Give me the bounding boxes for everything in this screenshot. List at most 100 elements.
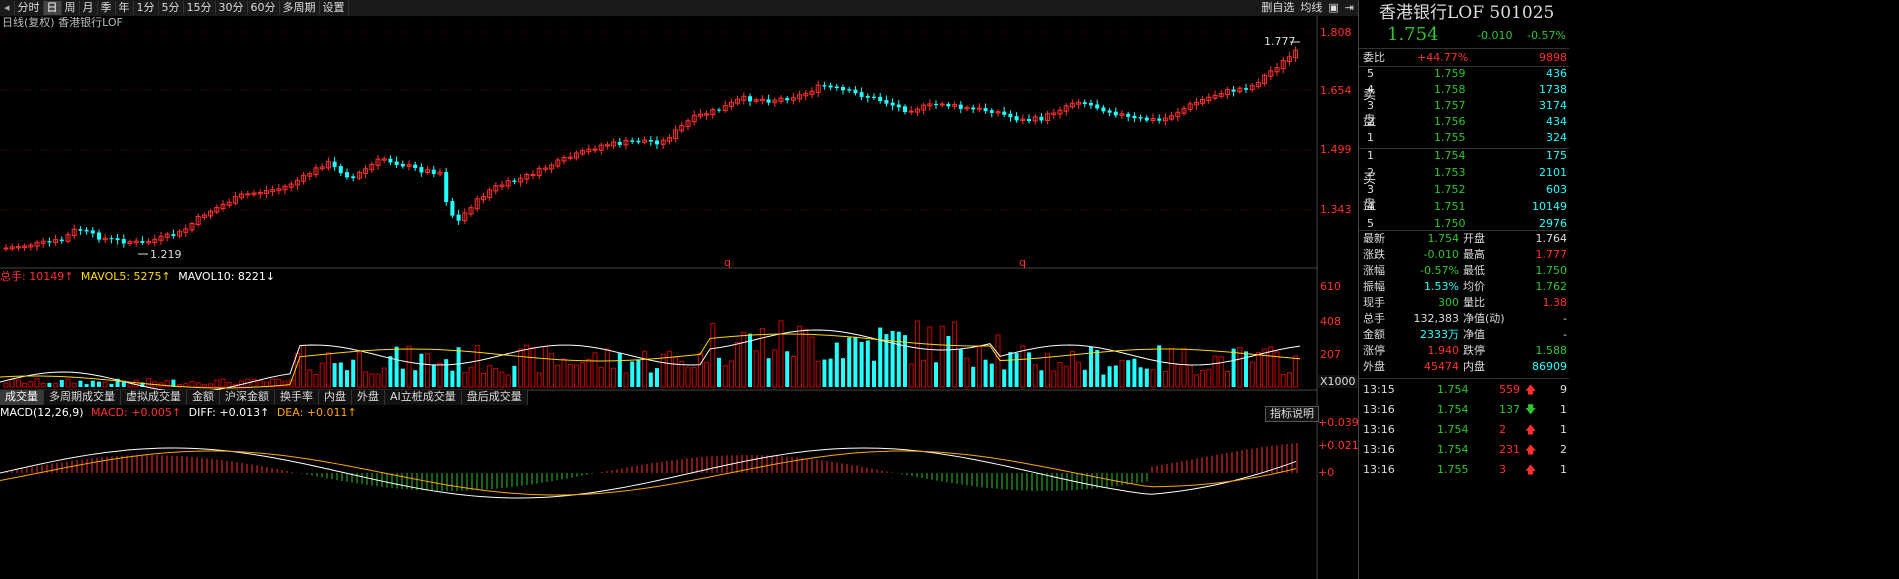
stat-row[interactable]: 现手 300 量比 1.38 xyxy=(1359,295,1569,311)
indicator-tab-9[interactable]: 盘后成交量 xyxy=(461,390,528,405)
volume: 10149 xyxy=(1532,200,1567,213)
buy-row[interactable]: 4 1.751 10149 xyxy=(1359,199,1569,215)
period-2[interactable]: 周 xyxy=(62,1,80,15)
indicator-tab-3[interactable]: 金额 xyxy=(187,390,220,405)
sell-row[interactable]: 2 1.756 434 xyxy=(1359,114,1569,130)
price: 1.751 xyxy=(1434,200,1466,213)
tick-row[interactable]: 13:15 1.754 559 9 🡅 xyxy=(1359,382,1569,398)
stat-row[interactable]: 涨幅 -0.57% 最低 1.750 xyxy=(1359,263,1569,279)
stat-label: 现手 xyxy=(1363,296,1385,309)
stat-label: 最高 xyxy=(1463,248,1485,261)
indicator-tab-6[interactable]: 内盘 xyxy=(319,390,352,405)
period-11[interactable]: 多周期 xyxy=(280,1,320,15)
sell-row[interactable]: 5 1.759 436 xyxy=(1359,66,1569,82)
price-tick-1: 1.808 xyxy=(1320,26,1352,39)
pin-icon[interactable]: ⇥ xyxy=(1344,1,1354,14)
tick-row[interactable]: 13:16 1.754 231 2 🡅 xyxy=(1359,442,1569,458)
period-5[interactable]: 年 xyxy=(116,1,134,15)
period-3[interactable]: 月 xyxy=(80,1,98,15)
stat-label: 金额 xyxy=(1363,328,1385,341)
period-toolbar: ◂ 分时日周月季年 1分 5分 15分 30分 60分 多周期 设置 删自选 均线 ▣ ⇥ xyxy=(0,0,1358,16)
sell-row[interactable]: 4 1.758 1738 xyxy=(1359,82,1569,98)
tick-row[interactable]: 13:16 1.754 137 1 🡇 xyxy=(1359,402,1569,418)
window-icon[interactable]: ▣ xyxy=(1328,1,1339,14)
security-title: 香港银行LOF 501025 xyxy=(1379,3,1555,23)
period-1[interactable]: 日 xyxy=(43,1,62,15)
period-7[interactable]: 5分 xyxy=(159,1,184,15)
stat-value: -0.57% xyxy=(1420,264,1459,277)
stat-label: 最低 xyxy=(1463,264,1485,277)
stat-value: 45474 xyxy=(1424,360,1459,373)
volume-bars xyxy=(3,320,1299,388)
kline-chart[interactable] xyxy=(0,0,1358,579)
indicator-help-button[interactable]: 指标说明 xyxy=(1265,406,1319,422)
tick-row[interactable]: 13:16 1.755 3 1 🡅 xyxy=(1359,462,1569,478)
period-12[interactable]: 设置 xyxy=(320,1,349,15)
period-0[interactable]: 分时 xyxy=(15,1,44,15)
divider xyxy=(1359,66,1569,67)
stat-row[interactable]: 涨跌 -0.010 最高 1.777 xyxy=(1359,247,1569,263)
stat-row[interactable]: 涨停 1.940 跌停 1.588 xyxy=(1359,343,1569,359)
price: 1.752 xyxy=(1434,183,1466,196)
buy-row[interactable]: 3 1.752 603 xyxy=(1359,182,1569,198)
price: 1.759 xyxy=(1434,67,1466,80)
arrow-down-icon: 🡇 xyxy=(1525,403,1537,416)
last-price: 1.754 xyxy=(1387,24,1439,45)
tick-row[interactable]: 13:16 1.754 2 1 🡅 xyxy=(1359,422,1569,438)
remove-watchlist-button[interactable]: 删自选 xyxy=(1261,1,1295,14)
buy-row[interactable]: 1 1.754 175 xyxy=(1359,148,1569,164)
indicator-tab-5[interactable]: 换手率 xyxy=(275,390,319,405)
weibi-value: 9898 xyxy=(1539,51,1567,64)
price: 1.750 xyxy=(1434,217,1466,230)
divider xyxy=(1359,148,1569,149)
sell-row[interactable]: 1 1.755 324 xyxy=(1359,130,1569,146)
level: 3 xyxy=(1367,183,1374,196)
stat-row[interactable]: 金额 2333万 净值 - xyxy=(1359,327,1569,343)
q-mark-1: q xyxy=(724,256,731,269)
indicator-tabs: 成交量 多周期成交量 虚拟成交量 金额 沪深金额 换手率 内盘 外盘 AI立桩成交量 盘后成交量 xyxy=(0,390,528,405)
stat-value: -0.010 xyxy=(1423,248,1459,261)
period-6[interactable]: 1分 xyxy=(134,1,159,15)
level: 3 xyxy=(1367,99,1374,112)
buy-row[interactable]: 5 1.750 2976 xyxy=(1359,216,1569,232)
divider xyxy=(1359,48,1569,49)
stat-label: 涨跌 xyxy=(1363,248,1385,261)
indicator-tab-8[interactable]: AI立桩成交量 xyxy=(385,390,462,405)
indicator-tab-7[interactable]: 外盘 xyxy=(352,390,385,405)
indicator-tab-0[interactable]: 成交量 xyxy=(0,390,44,405)
sidebar-toggle-icon[interactable]: ◂ xyxy=(0,1,15,15)
indicator-tab-2[interactable]: 虚拟成交量 xyxy=(121,390,187,405)
stat-row[interactable]: 最新 1.754 开盘 1.764 xyxy=(1359,231,1569,247)
tick-time: 13:16 xyxy=(1363,443,1395,456)
volume: 436 xyxy=(1546,67,1567,80)
period-9[interactable]: 30分 xyxy=(216,1,248,15)
stat-row[interactable]: 外盘 45474 内盘 86909 xyxy=(1359,359,1569,375)
indicator-tab-4[interactable]: 沪深金额 xyxy=(220,390,275,405)
ma-button[interactable]: 均线 xyxy=(1300,1,1323,14)
stat-label: 最新 xyxy=(1363,232,1385,245)
buy-row[interactable]: 2 1.753 2101 xyxy=(1359,165,1569,181)
macd-tick-2: +0.021 xyxy=(1318,439,1359,452)
volume: 2976 xyxy=(1539,217,1567,230)
tick-price: 1.754 xyxy=(1437,403,1469,416)
level: 4 xyxy=(1367,83,1374,96)
period-10[interactable]: 60分 xyxy=(248,1,280,15)
divider xyxy=(1359,230,1569,231)
price: 1.758 xyxy=(1434,83,1466,96)
stat-label: 均价 xyxy=(1463,280,1485,293)
tick-count: 9 xyxy=(1560,383,1567,396)
tick-count: 2 xyxy=(1560,443,1567,456)
tick-volume: 137 xyxy=(1499,403,1520,416)
stat-label: 净值 xyxy=(1463,328,1485,341)
arrow-up-icon: 🡅 xyxy=(1525,423,1537,436)
stat-row[interactable]: 振幅 1.53% 均价 1.762 xyxy=(1359,279,1569,295)
sell-row[interactable]: 3 1.757 3174 xyxy=(1359,98,1569,114)
level: 1 xyxy=(1367,149,1374,162)
stat-row[interactable]: 总手 132,383 净值(动) - xyxy=(1359,311,1569,327)
period-8[interactable]: 15分 xyxy=(184,1,216,15)
price: 1.754 xyxy=(1434,149,1466,162)
stat-value: 1.777 xyxy=(1535,248,1568,261)
stat-value: 1.764 xyxy=(1535,232,1568,245)
period-4[interactable]: 季 xyxy=(98,1,116,15)
indicator-tab-1[interactable]: 多周期成交量 xyxy=(44,390,121,405)
